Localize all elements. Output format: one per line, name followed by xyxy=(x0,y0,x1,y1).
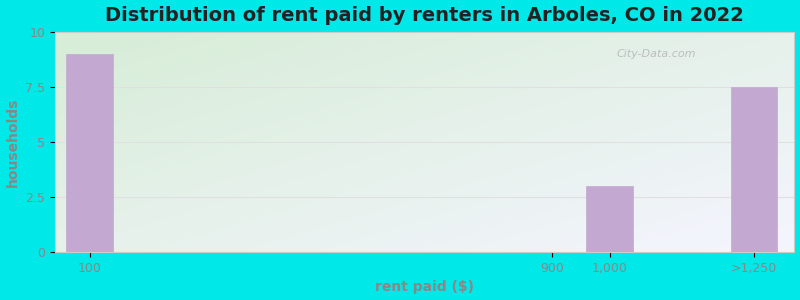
Title: Distribution of rent paid by renters in Arboles, CO in 2022: Distribution of rent paid by renters in … xyxy=(106,6,744,25)
X-axis label: rent paid ($): rent paid ($) xyxy=(375,280,474,294)
Y-axis label: households: households xyxy=(6,97,19,187)
Bar xyxy=(66,54,113,252)
Bar xyxy=(731,87,777,252)
Bar xyxy=(586,186,633,252)
Text: City-Data.com: City-Data.com xyxy=(617,49,697,59)
